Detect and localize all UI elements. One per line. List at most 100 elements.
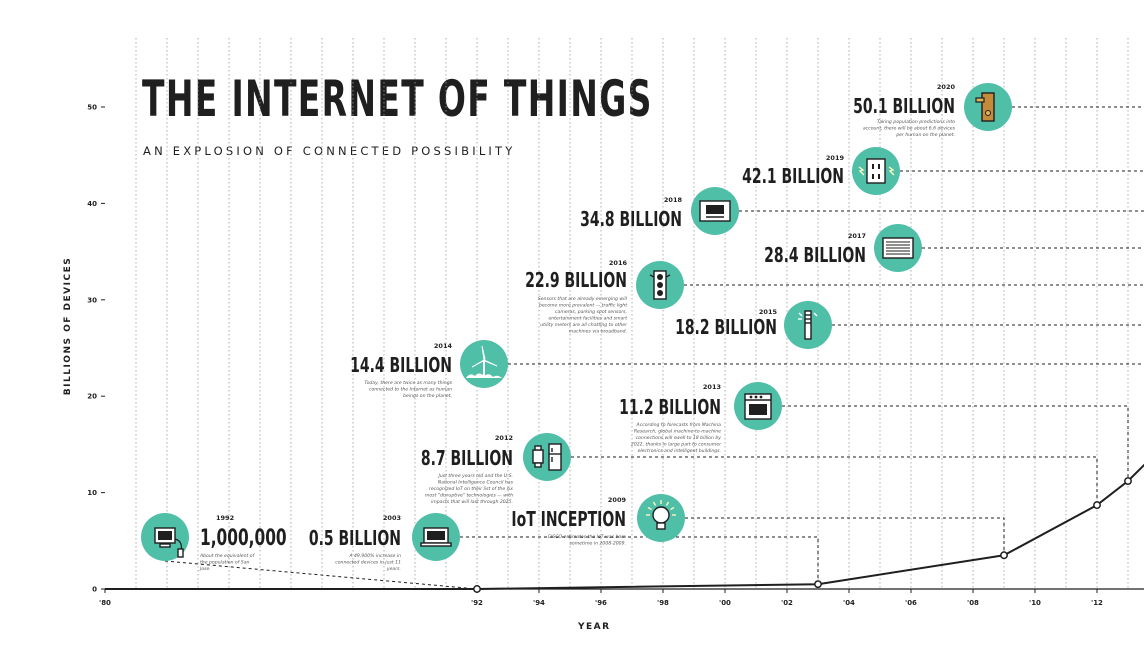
y-tick-label: 50 — [87, 104, 97, 112]
icon-part — [657, 290, 663, 296]
connector-line — [739, 210, 1144, 212]
icon-part — [858, 166, 865, 176]
milestone-note: the population of San — [200, 560, 250, 566]
milestone-note: per human on the planet. — [895, 132, 955, 138]
icon-part — [420, 542, 452, 547]
y-tick-label: 10 — [87, 489, 97, 497]
x-tick-label: '08 — [967, 599, 979, 607]
icon-part — [657, 274, 663, 280]
x-tick-label: '94 — [533, 599, 545, 607]
x-tick-label: '92 — [471, 599, 483, 607]
y-tick-label: 40 — [87, 200, 97, 208]
x-tick-label: '12 — [1091, 599, 1103, 607]
milestone-year: 2015 — [759, 308, 778, 316]
icon-part — [647, 506, 652, 511]
data-point — [1093, 501, 1101, 510]
milestone-year: 2019 — [826, 154, 845, 162]
milestone-label: 11.2 BILLION — [619, 397, 721, 420]
icon-part — [754, 395, 758, 399]
x-tick-label: '00 — [719, 599, 731, 607]
icon-part — [749, 404, 767, 415]
icon-part — [548, 443, 562, 471]
page-title: THE INTERNET OF THINGS — [142, 70, 653, 128]
milestone-note: electronics and intelligent buildings. — [638, 448, 721, 454]
connector-line — [164, 560, 478, 590]
icon-part — [159, 543, 171, 548]
milestone-note: Taking population predictions into — [877, 119, 955, 125]
milestone-note: Sensors that are already emerging will — [538, 296, 628, 302]
oven-icon — [744, 393, 772, 420]
milestone-label: 1,000,000 — [200, 525, 287, 550]
icon-part — [706, 205, 724, 214]
data-point — [1124, 477, 1132, 485]
milestone-year: 2009 — [608, 496, 627, 504]
milestone-note: National Intelligence Council has — [438, 480, 514, 486]
milestone-note: Jose. — [199, 566, 211, 572]
icon-part — [759, 395, 763, 399]
milestone-year: 1992 — [216, 514, 234, 522]
milestone-note: cameras, parking spot sensors, — [555, 309, 627, 315]
milestone-note: About the equivalent of — [199, 553, 256, 559]
milestone-label: 0.5 BILLION — [309, 528, 401, 551]
milestone-label: IoT INCEPTION — [511, 509, 626, 532]
door-lock-icon — [975, 92, 995, 122]
milestone-2018: 2018 34.8 BILLION — [580, 187, 1144, 235]
icon-part — [804, 310, 812, 340]
milestone-2014: 2014 14.4 BILLION Today, there are twice a… — [350, 340, 1144, 399]
icon-part — [534, 445, 542, 451]
milestone-note: recognized IoT on their list of the six — [429, 486, 513, 492]
milestone-year: 2018 — [664, 196, 683, 204]
page-subtitle: AN EXPLOSION OF CONNECTED POSSIBILITY — [143, 144, 516, 158]
milestone-1992: 1992 1,000,000 About the equivalent ofthe … — [141, 513, 481, 593]
milestone-note: connections will swell to 18 billion by — [636, 435, 722, 441]
series-line — [105, 463, 1144, 590]
milestone-year: 2017 — [848, 232, 866, 240]
milestone-note: A 49,900% increase in — [348, 553, 401, 559]
connector-line — [685, 517, 1005, 556]
wind-turbine-icon — [466, 345, 502, 378]
toothbrush-icon — [798, 310, 818, 340]
milestone-note: Just three years old and the U.S. — [437, 473, 513, 479]
icon-part — [981, 92, 995, 122]
icon-part — [975, 97, 985, 103]
connector-line — [508, 363, 1144, 365]
milestone-note: Today, there are twice as many things — [364, 380, 452, 386]
icon-part — [878, 164, 880, 169]
milestone-note: most "disruptive" technologies — with — [425, 493, 513, 499]
icon-part — [749, 395, 753, 399]
icon-part — [158, 531, 172, 540]
y-tick-label: 30 — [87, 296, 97, 304]
icon-part — [652, 501, 657, 506]
milestone-label: 50.1 BILLION — [853, 96, 955, 119]
icon-part — [649, 274, 655, 278]
x-tick-label: '02 — [781, 599, 793, 607]
milestone-2019: 2019 42.1 BILLION — [742, 147, 1144, 195]
milestone-year: 2020 — [937, 83, 956, 91]
connector-line — [1012, 106, 1144, 108]
milestone-label: 42.1 BILLION — [742, 166, 844, 189]
milestone-label: 8.7 BILLION — [421, 448, 513, 471]
window-blinds-icon — [882, 237, 914, 259]
icon-part — [466, 373, 502, 378]
icon-part — [471, 345, 498, 368]
milestone-note: utility meters are all chatting to other — [540, 322, 628, 328]
milestone-note: impacts that will last through 2025. — [431, 499, 513, 505]
milestone-note: beings on the planet. — [403, 393, 452, 399]
smartwatch-fridge-icon — [532, 443, 562, 471]
milestone-note: CISCO estimates the IoT was born — [548, 534, 626, 540]
milestone-year: 2013 — [703, 383, 721, 391]
icon-part — [872, 174, 874, 179]
laptop-icon — [420, 527, 452, 547]
icon-part — [798, 312, 803, 317]
milestone-label: 28.4 BILLION — [764, 245, 866, 268]
icon-part — [657, 282, 663, 288]
icon-part — [878, 174, 880, 179]
connector-line — [571, 456, 1098, 506]
traffic-light-icon — [649, 270, 671, 300]
icon-part — [534, 462, 542, 468]
icon-part — [656, 522, 666, 530]
y-tick-label: 0 — [92, 586, 97, 594]
milestone-note: account, there will be about 6.6 devices — [863, 126, 956, 132]
